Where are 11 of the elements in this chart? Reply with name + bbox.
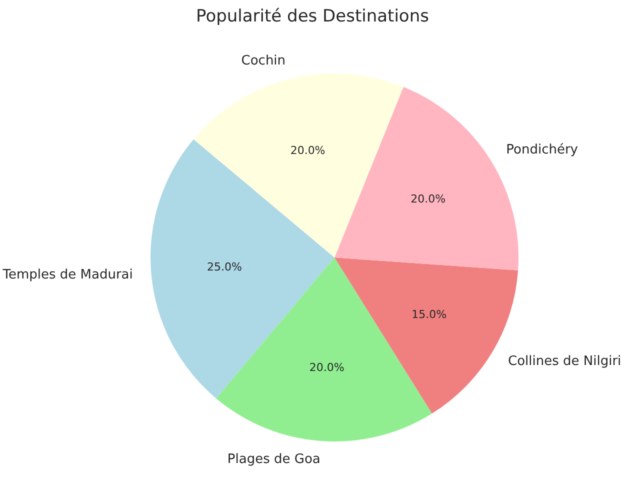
data-label: 15.0%: [412, 308, 447, 321]
slice-label: Collines de Nilgiri: [508, 354, 622, 370]
slice-label: Temples de Madurai: [2, 268, 133, 283]
data-label: 20.0%: [309, 361, 344, 374]
data-label: 20.0%: [410, 192, 446, 206]
data-label: 25.0%: [207, 260, 242, 274]
slice-label: Pondichéry: [506, 142, 578, 158]
data-label: 20.0%: [290, 144, 326, 157]
slice-label: Cochin: [241, 54, 286, 69]
chart-title: Popularité des Destinations: [196, 6, 430, 26]
slice-label: Plages de Goa: [227, 452, 320, 467]
